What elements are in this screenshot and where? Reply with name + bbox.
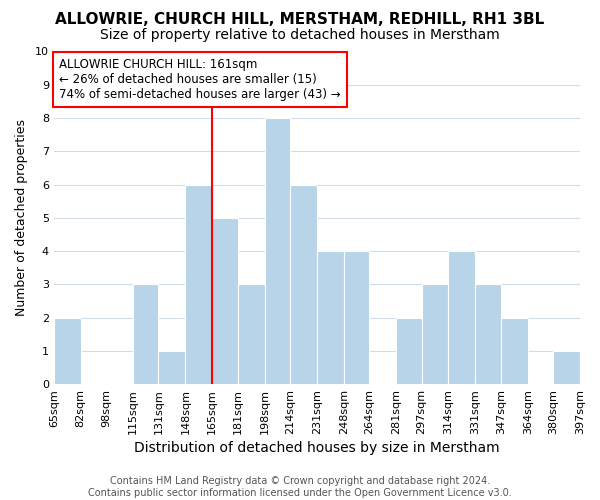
- Text: Contains HM Land Registry data © Crown copyright and database right 2024.
Contai: Contains HM Land Registry data © Crown c…: [88, 476, 512, 498]
- Bar: [317, 251, 344, 384]
- Text: Size of property relative to detached houses in Merstham: Size of property relative to detached ho…: [100, 28, 500, 42]
- Bar: [185, 184, 212, 384]
- Bar: [396, 318, 422, 384]
- Text: ALLOWRIE CHURCH HILL: 161sqm
← 26% of detached houses are smaller (15)
74% of se: ALLOWRIE CHURCH HILL: 161sqm ← 26% of de…: [59, 58, 341, 101]
- Bar: [133, 284, 158, 384]
- Bar: [238, 284, 265, 384]
- Bar: [212, 218, 238, 384]
- Bar: [422, 284, 448, 384]
- Bar: [501, 318, 527, 384]
- Bar: [265, 118, 290, 384]
- Bar: [290, 184, 317, 384]
- Bar: [158, 351, 185, 384]
- Text: ALLOWRIE, CHURCH HILL, MERSTHAM, REDHILL, RH1 3BL: ALLOWRIE, CHURCH HILL, MERSTHAM, REDHILL…: [55, 12, 545, 28]
- Bar: [344, 251, 369, 384]
- Bar: [448, 251, 475, 384]
- Bar: [580, 318, 600, 384]
- Y-axis label: Number of detached properties: Number of detached properties: [15, 120, 28, 316]
- Bar: [475, 284, 501, 384]
- X-axis label: Distribution of detached houses by size in Merstham: Distribution of detached houses by size …: [134, 441, 500, 455]
- Bar: [553, 351, 580, 384]
- Bar: [54, 318, 81, 384]
